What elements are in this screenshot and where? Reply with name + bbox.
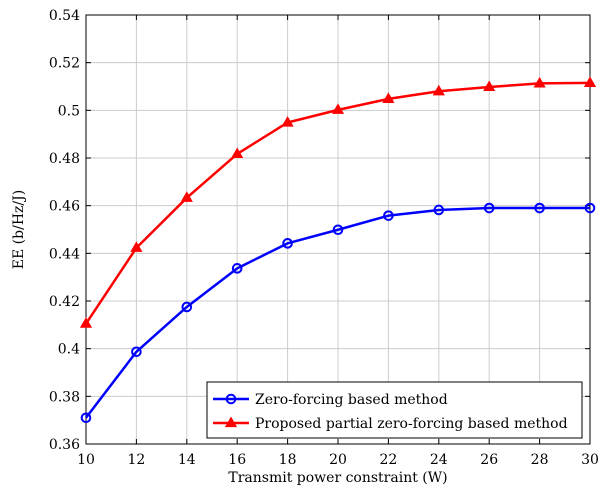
legend: Zero-forcing based method Proposed parti… <box>206 381 583 439</box>
y-tick-label: 0.4 <box>58 342 80 358</box>
grid <box>86 15 590 444</box>
x-tick-label: 28 <box>531 452 549 468</box>
series-line <box>85 206 590 419</box>
data-point <box>331 103 345 114</box>
data-point <box>131 346 142 358</box>
x-tick-label: 20 <box>329 452 347 468</box>
data-point <box>583 76 597 87</box>
x-tick-label: 18 <box>279 452 297 468</box>
y-tick-label: 0.36 <box>49 437 80 453</box>
legend-marker-partial-zero-forcing <box>224 416 238 428</box>
data-point <box>130 241 143 252</box>
x-tick-label: 22 <box>379 452 397 468</box>
legend-marker-zero-forcing <box>225 393 237 405</box>
x-axis-label: Transmit power constraint (W) <box>228 470 447 486</box>
data-point <box>282 238 293 249</box>
y-tick-label: 0.5 <box>58 103 80 119</box>
data-point <box>181 301 193 313</box>
data-point <box>383 210 394 221</box>
x-tick-label: 10 <box>77 452 95 468</box>
data-point <box>432 84 445 96</box>
data-point <box>533 76 546 88</box>
data-point <box>534 202 545 214</box>
y-tick-label: 0.46 <box>49 199 80 215</box>
x-tick-label: 26 <box>480 452 498 468</box>
x-tick-label: 16 <box>228 452 246 468</box>
y-tick-label: 0.42 <box>49 294 80 310</box>
x-tick-label: 12 <box>127 452 145 468</box>
data-point <box>382 92 395 103</box>
data-point <box>79 317 93 328</box>
x-tick-label: 24 <box>430 452 448 468</box>
y-tick-label: 0.54 <box>49 8 80 24</box>
axis-ticks: 10 12 14 16 18 20 22 24 26 28 30 0.36 0.38 0.4 0.42 0.4… <box>49 8 599 468</box>
y-tick-label: 0.52 <box>49 56 80 72</box>
x-tick-label: 14 <box>178 452 196 468</box>
y-tick-label: 0.48 <box>49 151 80 167</box>
data-point <box>584 202 596 214</box>
legend-label-zero-forcing: Zero-forcing based method <box>255 392 448 408</box>
data-point <box>281 115 294 127</box>
x-tick-label: 30 <box>581 452 599 468</box>
data-point <box>231 147 244 159</box>
data-point <box>180 191 193 202</box>
series-lines <box>79 76 597 424</box>
legend-label-partial-zero-forcing: Proposed partial zero-forcing based meth… <box>255 416 568 432</box>
series-partial-zero-forcing <box>79 76 597 328</box>
y-tick-label: 0.38 <box>49 389 80 405</box>
legend-box <box>206 381 583 439</box>
data-point <box>332 224 344 236</box>
series-zero-forcing <box>80 202 596 424</box>
data-point <box>80 412 92 424</box>
data-point <box>483 80 496 92</box>
y-axis-label: EE (b/Hz/J) <box>11 190 27 269</box>
data-point <box>483 202 495 214</box>
data-point <box>231 263 243 274</box>
data-point <box>433 204 445 216</box>
y-tick-label: 0.44 <box>49 246 80 262</box>
